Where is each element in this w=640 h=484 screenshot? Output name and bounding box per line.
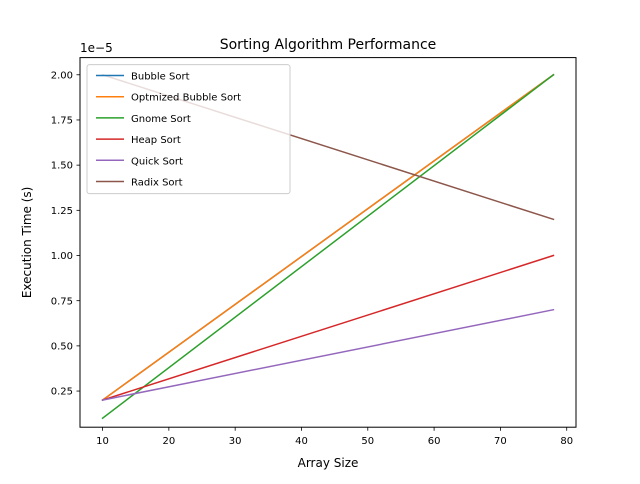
legend-label: Heap Sort — [131, 135, 181, 146]
chart-title: Sorting Algorithm Performance — [220, 37, 437, 53]
y-tick-label: 0.75 — [51, 296, 73, 307]
x-tick-label: 20 — [162, 436, 175, 447]
y-tick-label: 1.50 — [51, 161, 73, 172]
series-line-quick-sort — [101, 308, 555, 401]
legend-items: Bubble Sort Optmized Bubble Sort Gnome Sor… — [96, 72, 241, 189]
y-tick-label: 1.25 — [51, 206, 73, 217]
y-tick-label: 2.00 — [51, 70, 73, 81]
x-tick-label: 50 — [361, 436, 374, 447]
legend-label: Gnome Sort — [131, 114, 191, 125]
y-tick-label: 0.25 — [51, 387, 73, 398]
y-axis-ticks: 0.25 0.50 0.75 1.00 1.25 1.50 1.75 2.00 — [51, 70, 80, 398]
series-line-optmized-bubble-sort — [101, 73, 555, 402]
legend-label: Quick Sort — [131, 156, 183, 167]
series-layer — [101, 73, 555, 420]
x-tick-label: 60 — [428, 436, 441, 447]
x-tick-label: 70 — [494, 436, 507, 447]
y-axis-offset-label: 1e−5 — [80, 41, 113, 55]
x-tick-label: 40 — [295, 436, 308, 447]
x-tick-label: 80 — [560, 436, 573, 447]
y-tick-label: 1.00 — [51, 251, 73, 262]
series-line-gnome-sort — [101, 73, 555, 420]
x-axis-label: Array Size — [298, 456, 359, 470]
x-axis-ticks: 10 20 30 40 50 60 70 80 — [96, 427, 573, 447]
legend-label: Radix Sort — [131, 178, 183, 189]
legend-box — [86, 64, 291, 195]
legend: Bubble Sort Optmized Bubble Sort Gnome Sor… — [86, 64, 291, 195]
y-tick-label: 0.50 — [51, 341, 73, 352]
x-tick-label: 10 — [96, 436, 109, 447]
y-tick-label: 1.75 — [51, 116, 73, 127]
legend-label: Optmized Bubble Sort — [131, 93, 241, 104]
x-tick-label: 30 — [229, 436, 242, 447]
plot-frame — [79, 57, 577, 428]
series-line-heap-sort — [101, 254, 555, 402]
legend-label: Bubble Sort — [131, 72, 190, 83]
y-axis-label: Execution Time (s) — [20, 187, 34, 299]
